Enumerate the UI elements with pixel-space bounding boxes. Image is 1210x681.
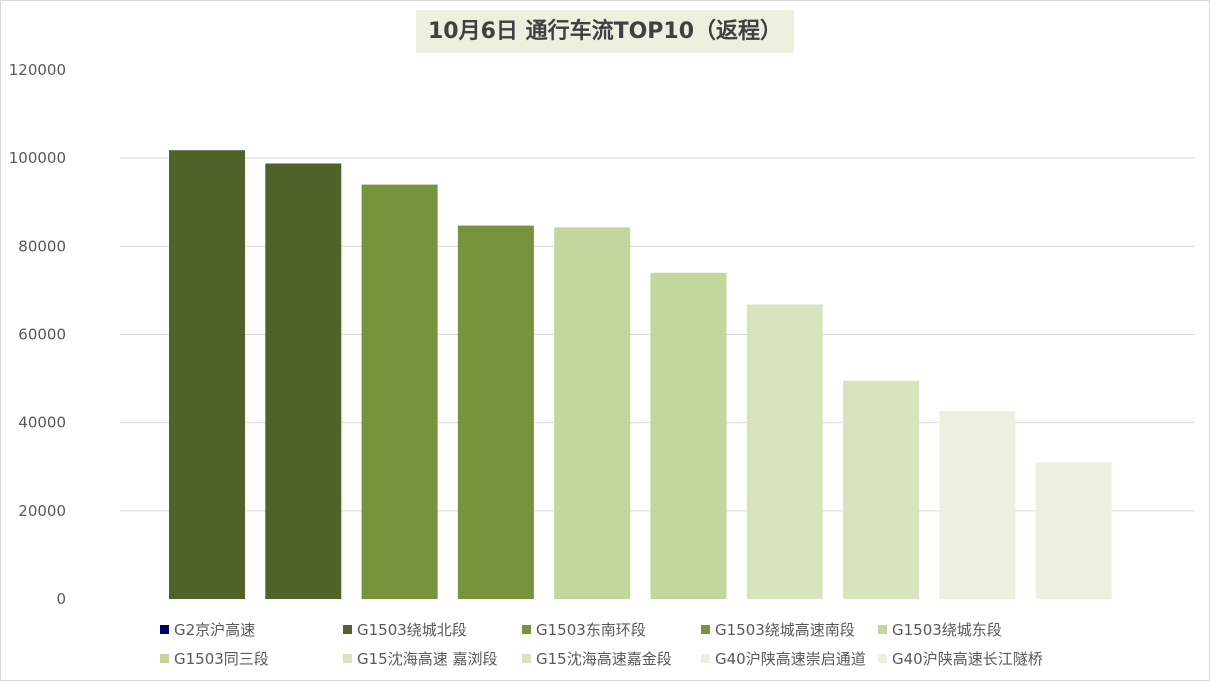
legend-label: G15沈海高速嘉金段 — [536, 650, 672, 668]
legend-swatch — [701, 625, 710, 634]
chart-title: 10月6日 通行车流TOP10（返程） — [416, 10, 794, 53]
legend-swatch — [343, 625, 352, 634]
bar-8 — [843, 380, 920, 599]
bar-10 — [1035, 462, 1112, 599]
bar-4 — [457, 225, 534, 599]
legend-item: G40沪陕高速长江隧桥 — [878, 646, 1043, 672]
legend-label: G2京沪高速 — [174, 621, 256, 639]
y-tick-label: 80000 — [18, 237, 66, 255]
legend-item: G1503同三段 — [160, 646, 269, 672]
bar-3 — [361, 184, 438, 599]
legend-item: G2京沪高速 — [160, 617, 255, 643]
bar-2 — [265, 163, 342, 599]
bar-9 — [939, 411, 1016, 599]
bar-7 — [746, 304, 823, 599]
bars — [169, 150, 1112, 599]
legend-label: G15沈海高速 嘉浏段 — [357, 650, 498, 668]
y-tick-label: 100000 — [9, 149, 66, 167]
legend-item: G1503东南环段 — [522, 617, 646, 643]
legend-swatch — [522, 625, 531, 634]
legend-item: G1503绕城东段 — [878, 617, 1002, 643]
legend-swatch — [878, 625, 887, 634]
y-axis-ticks: 0 20000 40000 60000 80000 100000 120000 — [9, 61, 66, 608]
bar-5 — [554, 227, 631, 599]
bar-1 — [169, 150, 245, 599]
bar-6 — [650, 272, 727, 599]
legend-label: G1503绕城东段 — [892, 621, 1002, 639]
legend-swatch — [160, 625, 169, 634]
legend-item: G1503绕城高速南段 — [701, 617, 855, 643]
y-tick-label: 120000 — [9, 61, 66, 79]
legend-swatch — [878, 654, 887, 663]
legend-swatch — [701, 654, 710, 663]
legend-item: G1503绕城北段 — [343, 617, 467, 643]
legend-swatch — [522, 654, 531, 663]
y-tick-label: 40000 — [18, 414, 66, 432]
y-tick-label: 60000 — [18, 326, 66, 344]
legend-label: G1503绕城北段 — [357, 621, 467, 639]
y-tick-label: 20000 — [18, 502, 66, 520]
y-tick-label: 0 — [56, 590, 66, 608]
legend-item: G40沪陕高速崇启通道 — [701, 646, 866, 672]
legend-label: G1503同三段 — [174, 650, 269, 668]
legend-label: G40沪陕高速崇启通道 — [715, 650, 866, 668]
legend-label: G1503东南环段 — [536, 621, 646, 639]
legend-item: G15沈海高速 嘉浏段 — [343, 646, 497, 672]
legend-item: G15沈海高速嘉金段 — [522, 646, 672, 672]
legend-label: G1503绕城高速南段 — [715, 621, 855, 639]
legend-swatch — [160, 654, 169, 663]
legend-label: G40沪陕高速长江隧桥 — [892, 650, 1043, 668]
legend-swatch — [343, 654, 352, 663]
